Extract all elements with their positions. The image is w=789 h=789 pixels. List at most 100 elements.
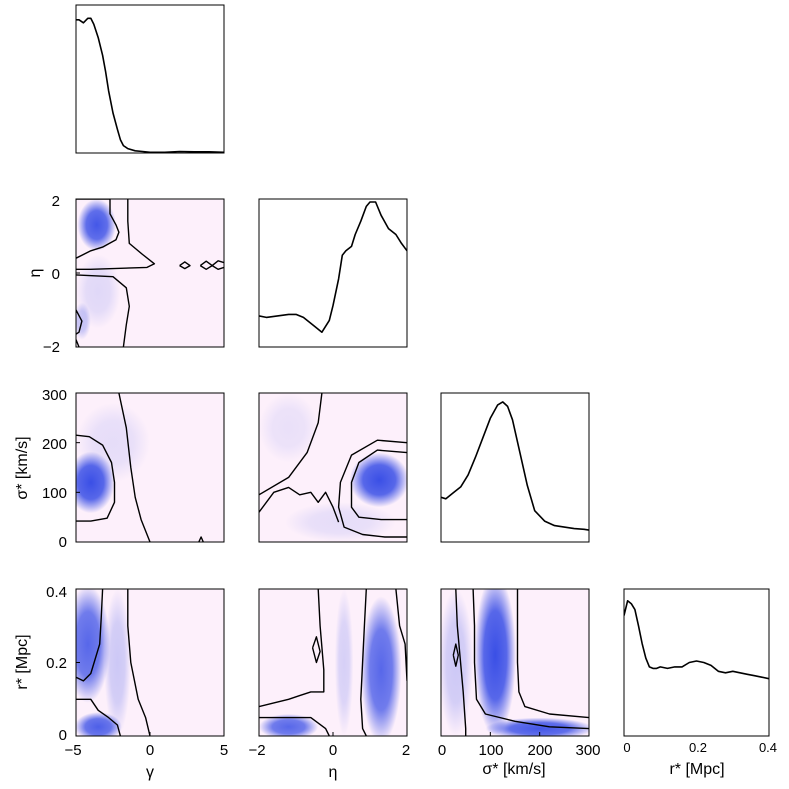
sigma-r-density-blob-2 xyxy=(441,589,474,736)
panel-eta-marginal xyxy=(258,198,408,348)
panel-eta-r xyxy=(258,588,408,737)
r-marginal-background xyxy=(624,589,769,736)
gamma-sigma-frame xyxy=(75,392,225,543)
xlabel-r: r* [Mpc] xyxy=(669,761,724,778)
gamma-marginal-curve xyxy=(76,17,224,153)
panel-sigma-r xyxy=(440,588,590,737)
sigma-r-contour-0 xyxy=(472,589,589,730)
ylabel-eta: η xyxy=(27,269,44,278)
sigma-xticks: 0 100 200 300 xyxy=(438,742,601,759)
eta-sigma-contour-0 xyxy=(337,439,407,538)
ytick-sigma-300: 300 xyxy=(42,387,67,404)
xlabel-sigma: σ* [km/s] xyxy=(482,761,545,778)
panel-gamma-r xyxy=(75,588,225,737)
ytick-sigma-200: 200 xyxy=(42,436,67,453)
gamma-marginal-frame xyxy=(75,4,225,154)
gamma-xticks: −5 0 5 xyxy=(64,742,228,759)
eta-r-density-blob-0 xyxy=(360,596,402,736)
ytick-r-04: 0.4 xyxy=(46,584,67,601)
eta-sigma-density-blob-0 xyxy=(349,452,407,508)
xtick-r-04: 0.4 xyxy=(759,740,777,755)
panel-r-marginal xyxy=(623,588,770,737)
gamma-eta-contour-5 xyxy=(179,261,191,270)
ytick-sigma-0: 0 xyxy=(59,534,67,551)
xtick-eta-0: 0 xyxy=(329,742,337,759)
gamma-sigma-contour-1 xyxy=(118,393,151,542)
gamma-sigma-contour-2 xyxy=(198,536,204,542)
panel-gamma-eta xyxy=(75,198,225,348)
ytick-eta-minus2: −2 xyxy=(43,339,60,356)
gamma-eta-contour-0 xyxy=(76,199,120,259)
gamma-eta-contour-8 xyxy=(211,265,224,270)
eta-sigma-contour-3 xyxy=(259,486,340,523)
sigma-r-frame xyxy=(440,588,590,737)
eta-sigma-contour-2 xyxy=(259,393,323,496)
gamma-r-contour-0 xyxy=(76,589,104,682)
gamma-r-contour-1 xyxy=(76,698,122,736)
r-marginal-curve xyxy=(624,600,769,680)
gamma-r-density-blob-2 xyxy=(104,589,131,736)
gamma-sigma-density-blob-1 xyxy=(76,402,150,483)
sigma-r-contour-2 xyxy=(455,589,467,736)
xtick-sigma-300: 300 xyxy=(575,742,600,759)
xtick-sigma-0: 0 xyxy=(438,742,446,759)
xtick-gamma-0: 0 xyxy=(146,742,154,759)
ylabel-sigma: σ* [km/s] xyxy=(14,436,31,499)
sigma-r-density-blob-1 xyxy=(485,717,589,736)
ytick-sigma-100: 100 xyxy=(42,485,67,502)
eta-sigma-frame xyxy=(258,392,408,543)
gamma-eta-density-blob-2 xyxy=(76,254,121,329)
ytick-eta-0: 0 xyxy=(52,266,60,283)
eta-r-contour-2 xyxy=(259,716,330,736)
panel-gamma-marginal xyxy=(75,4,225,154)
gamma-r-contour-2 xyxy=(127,589,151,736)
sigma-r-contour-3 xyxy=(452,643,459,667)
ytick-eta-2: 2 xyxy=(52,193,60,210)
xtick-gamma-5: 5 xyxy=(220,742,228,759)
gamma-eta-contour-2 xyxy=(76,274,130,347)
gamma-eta-density-blob-0 xyxy=(77,199,116,251)
eta-r-density-blob-2 xyxy=(334,589,354,736)
eta-r-contour-4 xyxy=(311,636,321,664)
eta-sigma-density-blob-2 xyxy=(284,502,396,542)
gamma-sigma-contour-0 xyxy=(76,434,116,522)
ylabel-r: r* [Mpc] xyxy=(14,634,31,689)
eta-r-contour-0 xyxy=(360,589,367,736)
sigma-marginal-curve xyxy=(441,401,589,531)
eta-row-yticks: 2 0 −2 xyxy=(43,193,60,356)
xlabel-eta: η xyxy=(329,764,338,781)
gamma-marginal-background xyxy=(76,5,224,153)
panel-sigma-marginal xyxy=(440,392,590,543)
eta-sigma-contour-1 xyxy=(350,449,407,521)
gamma-r-density-blob-0 xyxy=(76,589,111,703)
ytick-r-02: 0.2 xyxy=(46,655,67,672)
sigma-r-density-blob-0 xyxy=(474,589,516,736)
ytick-r-0: 0 xyxy=(59,727,67,744)
panel-gamma-sigma xyxy=(75,392,225,543)
r-xticks: 0 0.2 0.4 xyxy=(623,740,777,755)
r-marginal-frame xyxy=(623,588,770,737)
sigma-marginal-frame xyxy=(440,392,590,543)
eta-r-contour-3 xyxy=(259,589,325,708)
eta-sigma-density-blob-1 xyxy=(259,393,319,463)
sigma-row-yticks: 300 200 100 0 xyxy=(42,387,67,551)
xtick-gamma-minus5: −5 xyxy=(64,742,81,759)
eta-marginal-frame xyxy=(258,198,408,348)
gamma-eta-contour-3 xyxy=(76,309,83,335)
xtick-r-0: 0 xyxy=(623,740,630,755)
r-row-yticks: 0.4 0.2 0 xyxy=(46,584,67,744)
xlabel-gamma: γ xyxy=(146,764,154,781)
eta-marginal-background xyxy=(259,199,407,347)
sigma-marginal-background xyxy=(441,393,589,542)
eta-marginal-curve xyxy=(259,201,407,333)
xtick-r-02: 0.2 xyxy=(689,740,707,755)
xtick-eta-2: 2 xyxy=(402,742,410,759)
xtick-sigma-100: 100 xyxy=(478,742,503,759)
gamma-eta-contour-7 xyxy=(211,260,224,267)
xtick-eta-minus2: −2 xyxy=(248,742,265,759)
eta-r-density-blob-1 xyxy=(259,713,319,736)
sigma-r-contour-1 xyxy=(516,589,589,719)
eta-xticks: −2 0 2 xyxy=(248,742,410,759)
xtick-sigma-200: 200 xyxy=(527,742,552,759)
